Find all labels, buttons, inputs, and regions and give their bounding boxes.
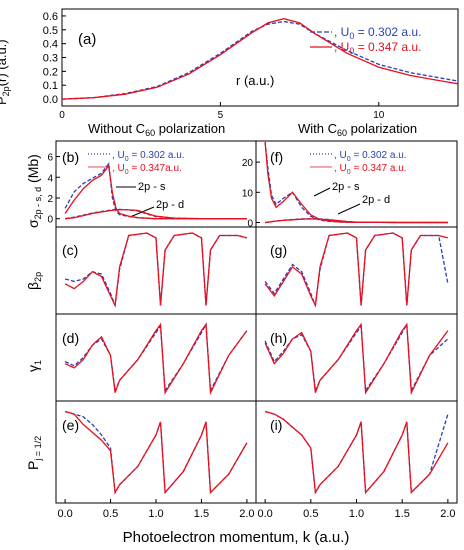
xtick-label-i: 0.0 xyxy=(257,508,272,520)
xtick-label-e: 0.0 xyxy=(57,508,72,520)
ytick-label-a: 0.1 xyxy=(43,80,58,92)
series-i-0 xyxy=(264,410,449,495)
xtick-label-a: 10 xyxy=(373,110,385,121)
annotation-pd-left: 2p - d xyxy=(156,199,184,211)
series-e-1 xyxy=(64,410,248,495)
legend-b-entry-0: , U0 = 0.302 a.u. xyxy=(112,150,185,163)
series-a-1 xyxy=(61,18,459,100)
ytick-label-b: 2 xyxy=(47,194,53,205)
panel-label-e: (e) xyxy=(62,417,79,433)
legend-a: , U0 = 0.302 a.u., U0 = 0.347 a.u. xyxy=(310,25,421,56)
legend-b-entry-1: , U0 = 0.347a.u. xyxy=(112,163,182,176)
panel-label-i: (i) xyxy=(270,417,282,433)
annotation-ps-left: 2p - s xyxy=(138,181,166,193)
series-c-1 xyxy=(64,232,248,308)
ytick-label-a: 0.2 xyxy=(43,66,58,78)
ylabel-gamma: γ1 xyxy=(25,360,43,372)
panel-label-g: (g) xyxy=(270,242,287,258)
series-e-0 xyxy=(64,410,248,495)
panel-d-frame xyxy=(55,313,257,402)
panel-label-d: (d) xyxy=(62,330,79,346)
x-axis-label: Photoelectron momentum, k (a.u.) xyxy=(123,529,350,546)
xtick-label-e: 2.0 xyxy=(239,508,254,520)
legend-f-entry-0: , U0 = 0.302 a.u. xyxy=(334,150,407,163)
xtick-label-i: 1.5 xyxy=(395,508,410,520)
ytick-label-b: 4 xyxy=(47,173,53,184)
ylabel-beta: β2p xyxy=(25,272,43,290)
ytick-label-f: 0 xyxy=(247,218,253,229)
panel-e-frame xyxy=(55,400,257,504)
xtick-label-e: 1.5 xyxy=(194,508,209,520)
xtick-label-a: 5 xyxy=(218,110,224,121)
series-b-1 xyxy=(64,164,247,220)
series-d-0 xyxy=(64,322,248,394)
series-f-3 xyxy=(265,218,448,224)
ytick-label-b: 0 xyxy=(47,215,53,226)
annotation-ps-right: 2p - s xyxy=(332,181,360,193)
legend-a-entry-0: , U0 = 0.302 a.u. xyxy=(334,25,421,41)
ytick-label-f: 10 xyxy=(242,188,254,199)
legend-f-entry-1: , U0 = 0.347 a.u. xyxy=(334,163,407,176)
xtick-label-e: 1.0 xyxy=(148,508,163,520)
xtick-label-i: 2.0 xyxy=(440,508,455,520)
annotation-pd-right-pointer xyxy=(337,203,361,215)
r-axis-label: r (a.u.) xyxy=(236,73,274,88)
legend-a-entry-1: , U0 = 0.347 a.u. xyxy=(334,40,421,56)
legend-f: , U0 = 0.302 a.u., U0 = 0.347 a.u. xyxy=(310,150,407,176)
xtick-label-i: 1.0 xyxy=(349,508,364,520)
panel-label-b: (b) xyxy=(62,149,79,165)
panel-a-frame xyxy=(61,8,459,107)
xtick-label-i: 0.5 xyxy=(303,508,318,520)
series-d-1 xyxy=(64,322,248,396)
panel-label-a: (a) xyxy=(78,31,96,48)
ytick-label-a: 0.6 xyxy=(43,11,58,23)
ytick-label-f: 20 xyxy=(242,158,254,169)
panel-label-f: (f) xyxy=(270,149,283,165)
series-h-1 xyxy=(264,322,449,396)
ytick-label-a: 0.4 xyxy=(43,39,58,51)
heading-right: With C60 polarization xyxy=(298,121,417,138)
annotation-pd-right: 2p - d xyxy=(362,194,390,206)
series-a-0 xyxy=(61,20,459,100)
ytick-label-a: 0.5 xyxy=(43,25,58,37)
ylabel-polarization: Pj = 1/2 xyxy=(25,436,43,470)
ytick-label-b: 6 xyxy=(47,153,53,164)
panel-label-c: (c) xyxy=(62,242,78,258)
series-b-3 xyxy=(65,208,247,220)
legend-b: , U0 = 0.302 a.u., U0 = 0.347a.u. xyxy=(88,150,185,176)
xtick-label-e: 0.5 xyxy=(103,508,118,520)
heading-left: Without C60 polarization xyxy=(88,121,225,138)
annotation-ps-right-pointer xyxy=(313,187,331,197)
ytick-label-a: 0.0 xyxy=(43,94,58,106)
ytick-label-a: 0.3 xyxy=(43,53,58,65)
panel-i-frame xyxy=(255,400,458,504)
panel-h-frame xyxy=(255,313,458,402)
series-h-0 xyxy=(264,322,449,394)
panel-label-h: (h) xyxy=(270,330,287,346)
xtick-label-a: 0 xyxy=(59,110,65,121)
ylabel-a: P2p(r) (a.u.) xyxy=(0,39,11,105)
ylabel-sigma: σ2p - s, d (Mb) xyxy=(25,154,43,228)
series-g-1 xyxy=(264,232,449,308)
series-i-1 xyxy=(264,410,449,495)
